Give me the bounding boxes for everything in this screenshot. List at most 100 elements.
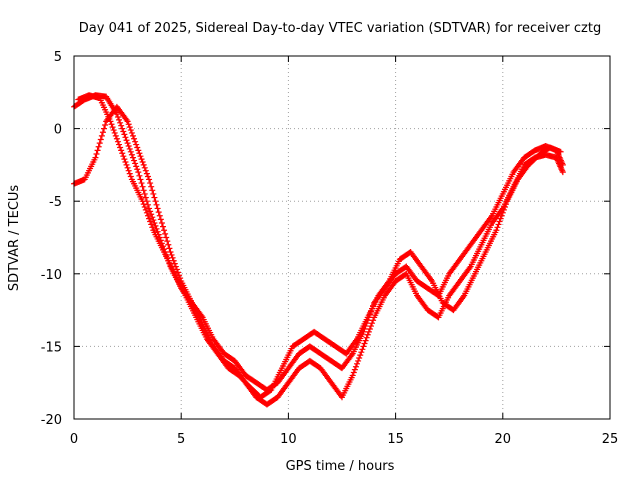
data-point bbox=[94, 147, 101, 154]
y-tick-label: -20 bbox=[41, 413, 62, 428]
data-point bbox=[151, 194, 158, 201]
data-point bbox=[134, 166, 141, 173]
data-point bbox=[118, 147, 125, 154]
data-point bbox=[156, 212, 163, 219]
data-point bbox=[129, 154, 136, 161]
data-point bbox=[99, 129, 106, 136]
data-point bbox=[147, 180, 154, 187]
data-point bbox=[113, 135, 120, 142]
data-point bbox=[107, 118, 114, 125]
data-point bbox=[123, 137, 130, 144]
data-point bbox=[120, 128, 127, 135]
data-point bbox=[154, 205, 161, 212]
data-point bbox=[122, 158, 129, 165]
data-point bbox=[359, 346, 366, 353]
data-point bbox=[147, 208, 154, 215]
data-point bbox=[158, 219, 165, 226]
data-point bbox=[168, 251, 175, 258]
data-point bbox=[95, 143, 102, 150]
data-point bbox=[170, 257, 177, 264]
data-point bbox=[139, 198, 146, 205]
data-point bbox=[114, 138, 121, 145]
data-point bbox=[112, 132, 119, 139]
data-point bbox=[141, 164, 148, 171]
data-point bbox=[101, 125, 108, 132]
data-point bbox=[141, 204, 148, 211]
data-point bbox=[500, 206, 507, 213]
x-tick-label: 20 bbox=[495, 432, 512, 447]
data-point bbox=[124, 140, 131, 147]
data-point bbox=[358, 349, 365, 356]
data-point bbox=[131, 157, 138, 164]
data-point bbox=[119, 150, 126, 157]
x-tick-label: 10 bbox=[280, 432, 297, 447]
data-point bbox=[146, 205, 153, 212]
data-point bbox=[169, 254, 176, 261]
y-tick-label: -5 bbox=[49, 195, 62, 210]
data-point bbox=[164, 238, 171, 245]
data-point bbox=[136, 172, 143, 179]
x-axis-label: GPS time / hours bbox=[286, 459, 395, 474]
data-point bbox=[134, 144, 141, 151]
data-point bbox=[144, 201, 151, 208]
data-point bbox=[559, 169, 566, 176]
data-point bbox=[137, 176, 144, 183]
data-point bbox=[109, 124, 116, 131]
data-point bbox=[151, 219, 158, 226]
data-point bbox=[148, 221, 155, 228]
data-point bbox=[153, 225, 160, 232]
x-tick-label: 0 bbox=[70, 432, 78, 447]
data-point bbox=[113, 111, 120, 118]
data-point bbox=[357, 352, 364, 359]
data-point bbox=[127, 127, 134, 134]
data-point bbox=[140, 161, 147, 168]
data-point bbox=[129, 132, 136, 139]
data-point bbox=[141, 190, 148, 197]
data-point bbox=[148, 211, 155, 218]
data-point bbox=[355, 357, 362, 364]
data-point bbox=[144, 173, 151, 180]
data-point bbox=[363, 334, 370, 341]
data-point bbox=[117, 144, 124, 151]
data-point bbox=[152, 198, 159, 205]
data-point bbox=[136, 150, 143, 157]
data-point bbox=[362, 337, 369, 344]
data-point bbox=[361, 340, 368, 347]
data-point bbox=[499, 209, 506, 216]
data-point bbox=[369, 320, 376, 327]
data-point bbox=[150, 190, 157, 197]
data-point bbox=[150, 217, 157, 224]
data-point bbox=[97, 136, 104, 143]
data-point bbox=[138, 156, 145, 163]
data-point bbox=[495, 221, 502, 228]
data-point bbox=[124, 164, 131, 171]
data-point bbox=[557, 148, 564, 155]
data-point bbox=[143, 170, 150, 177]
data-point bbox=[149, 187, 156, 194]
data-point bbox=[147, 218, 154, 225]
data-point bbox=[370, 317, 377, 324]
data-point bbox=[144, 212, 151, 219]
data-point bbox=[124, 118, 131, 125]
data-point bbox=[350, 369, 357, 376]
data-point bbox=[137, 153, 144, 160]
data-point bbox=[161, 227, 168, 234]
data-point bbox=[92, 154, 99, 161]
data-point bbox=[149, 224, 156, 231]
x-tick-label: 15 bbox=[387, 432, 404, 447]
data-point bbox=[165, 241, 172, 248]
data-point bbox=[127, 148, 134, 155]
data-point bbox=[498, 212, 505, 219]
data-point bbox=[139, 158, 146, 165]
data-point bbox=[142, 206, 149, 213]
data-point bbox=[126, 170, 133, 177]
data-point bbox=[125, 167, 132, 174]
data-points bbox=[71, 92, 566, 408]
data-point bbox=[102, 121, 109, 128]
x-tick-label: 5 bbox=[177, 432, 185, 447]
data-point bbox=[493, 227, 500, 234]
data-point bbox=[142, 194, 149, 201]
data-point bbox=[171, 260, 178, 267]
grid-lines bbox=[74, 56, 610, 419]
data-point bbox=[121, 156, 128, 163]
